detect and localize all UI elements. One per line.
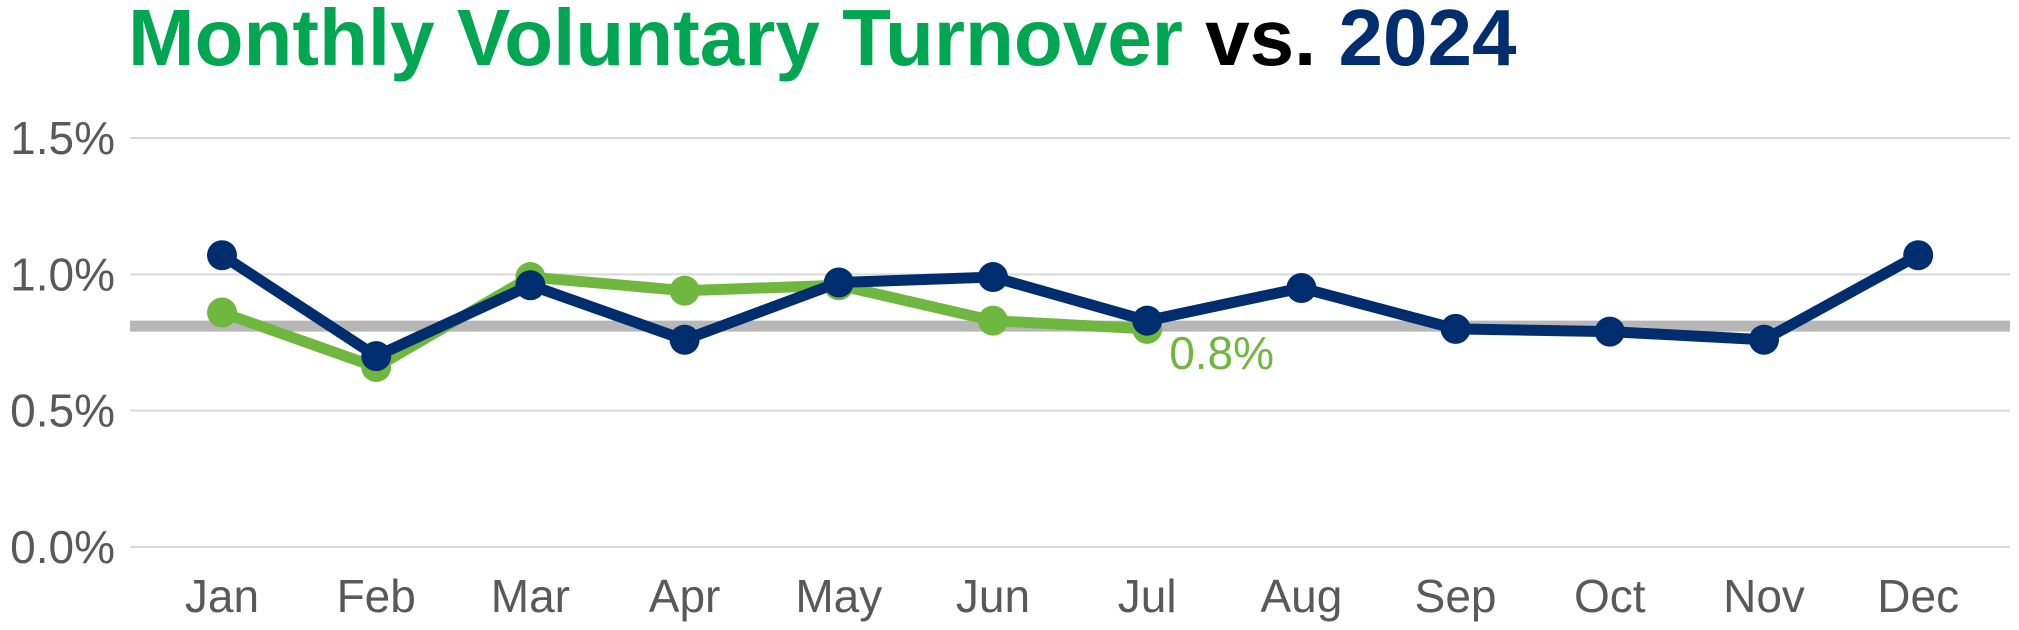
chart-title-vs: vs. (1183, 0, 1339, 82)
series-0 (207, 240, 1934, 372)
y-tick-label: 1.0% (10, 248, 115, 300)
series-point (207, 297, 237, 328)
series-line (216, 249, 1924, 362)
series-point (1132, 305, 1163, 336)
x-tick-label: Jul (1118, 570, 1177, 622)
x-tick-label: Apr (649, 570, 721, 622)
series-point (1594, 316, 1625, 347)
x-tick-label: May (795, 570, 882, 622)
series-point (978, 262, 1008, 293)
y-tick-label: 0.0% (10, 521, 115, 573)
y-tick-label: 1.5% (10, 112, 115, 164)
chart-title: Monthly Voluntary Turnover vs. 2024 (128, 0, 1517, 82)
x-tick-label: Feb (337, 570, 416, 622)
series-group (207, 240, 1934, 383)
chart-title-main: Monthly Voluntary Turnover (128, 0, 1183, 82)
series-point (361, 341, 392, 372)
series-point (515, 270, 546, 301)
x-tick-label: Sep (1415, 570, 1497, 622)
x-tick-label: Aug (1260, 570, 1342, 622)
series-point (1749, 324, 1779, 355)
series-point (1440, 313, 1471, 344)
x-tick-label: Jan (185, 570, 259, 622)
series-point (669, 324, 700, 355)
y-tick-label: 0.5% (10, 385, 115, 437)
x-axis-ticks: Jan Feb Mar Apr May Jun Jul Aug Sep Oct Nov Dec (185, 570, 1959, 622)
x-tick-label: Dec (1877, 570, 1959, 622)
chart-title-year: 2024 (1339, 0, 1517, 82)
y-axis-ticks: 0.0% 0.5% 1.0% 1.5% (10, 112, 115, 573)
x-tick-label: Mar (491, 570, 570, 622)
x-tick-label: Nov (1723, 570, 1805, 622)
series-point (207, 240, 237, 271)
series-point (978, 305, 1008, 336)
series-point (1903, 240, 1934, 271)
series-point (1286, 272, 1317, 303)
series-point (669, 275, 700, 306)
x-tick-label: Oct (1574, 570, 1646, 622)
grid-lines (130, 137, 2010, 548)
x-tick-label: Jun (956, 570, 1030, 622)
data-label: 0.8% (1169, 327, 1274, 379)
annotations: 0.8% (1169, 327, 1274, 379)
series-point (823, 267, 854, 298)
